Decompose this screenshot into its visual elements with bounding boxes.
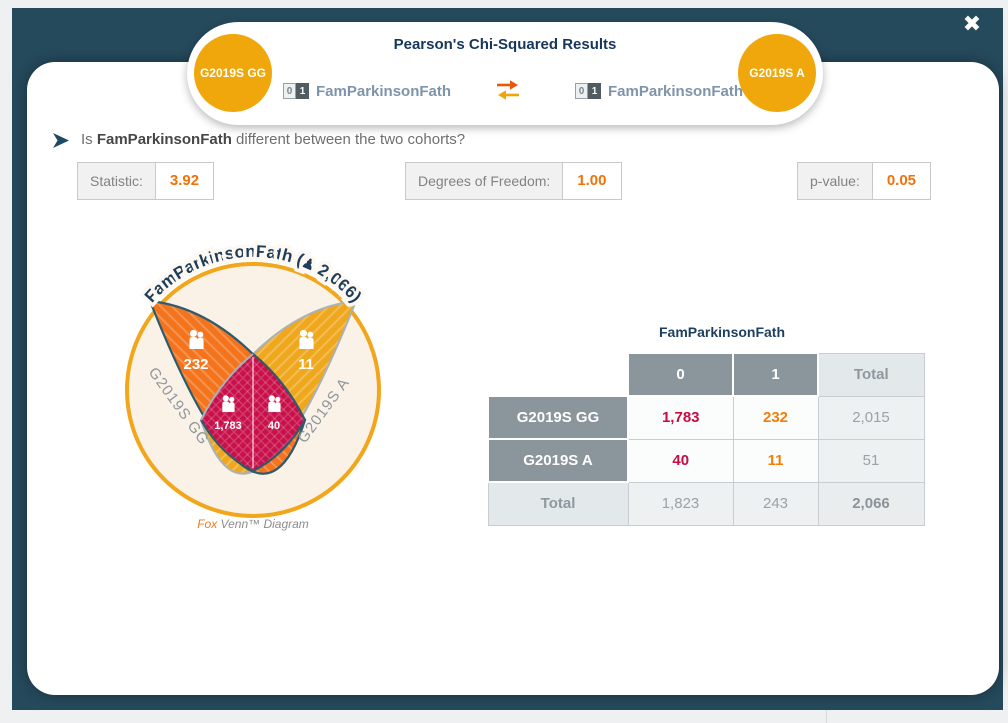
variable-chip-left: 0 1 FamParkinsonFath	[283, 80, 451, 102]
col-header-total: Total	[817, 352, 925, 397]
row-header-total: Total	[487, 481, 629, 526]
cell-a-total: 51	[817, 438, 925, 483]
contingency-table: 0 1 Total G2019S GG 1,783 232 2,015 G201…	[487, 352, 925, 526]
cell-a-1: 11	[732, 438, 819, 483]
venn-overlap-left-value: 1,783	[214, 420, 242, 432]
question-variable: FamParkinsonFath	[96, 131, 232, 148]
close-icon[interactable]: ✖	[955, 8, 989, 42]
binary-variable-icon: 0 1	[575, 83, 601, 99]
statistic-label: Statistic:	[78, 163, 156, 199]
cell-total-1: 243	[732, 481, 819, 526]
degrees-of-freedom-box: Degrees of Freedom: 1.00	[405, 162, 622, 200]
p-value-value: 0.05	[886, 172, 917, 189]
venn-overlap-outline-navy	[200, 353, 307, 473]
venn-overlap-right-value: 40	[268, 420, 280, 432]
col-header-0: 0	[627, 352, 734, 397]
row-header-a: G2019S A	[487, 438, 629, 483]
cell-gg-0: 1,783	[627, 395, 734, 440]
table-total-row: Total 1,823 243 2,066	[487, 481, 925, 526]
statistic-box: Statistic: 3.92	[77, 162, 215, 200]
p-value-box: p-value: 0.05	[797, 162, 932, 200]
people-icon	[299, 329, 314, 350]
table-row: G2019S A 40 11 51	[487, 438, 925, 483]
binary-one-box: 1	[296, 83, 309, 99]
variable-name-right: FamParkinsonFath	[608, 82, 744, 100]
cohort-badge-left: G2019S GG	[194, 34, 272, 112]
table-title: FamParkinsonFath	[658, 324, 786, 340]
row-header-gg: G2019S GG	[487, 395, 629, 440]
cell-a-0: 40	[627, 438, 734, 483]
modal-title: Pearson's Chi-Squared Results	[393, 36, 617, 53]
cell-gg-total: 2,015	[817, 395, 925, 440]
p-value-label: p-value:	[798, 163, 873, 199]
variable-chip-right: 0 1 FamParkinsonFath	[575, 80, 743, 102]
cell-total-0: 1,823	[627, 481, 734, 526]
venn-right-only-value: 11	[298, 356, 314, 373]
play-arrow-icon	[53, 133, 69, 148]
binary-one-box: 1	[588, 83, 601, 99]
question-row: Is FamParkinsonFath different between th…	[53, 131, 465, 148]
venn-caption-brand: Fox	[197, 517, 218, 531]
people-icon	[189, 329, 204, 350]
degrees-of-freedom-label: Degrees of Freedom:	[406, 163, 564, 199]
cohort-badge-right: G2019S A	[738, 34, 816, 112]
people-icon	[268, 395, 281, 412]
table-corner-cell	[488, 353, 628, 396]
statistic-value: 3.92	[169, 172, 200, 189]
binary-variable-icon: 0 1	[283, 83, 309, 99]
col-header-1: 1	[732, 352, 819, 397]
binary-zero-box: 0	[283, 83, 296, 99]
table-header-row: 0 1 Total	[488, 352, 925, 397]
cell-gg-1: 232	[732, 395, 819, 440]
table-row: G2019S GG 1,783 232 2,015	[487, 395, 925, 440]
cell-grand-total: 2,066	[817, 481, 925, 526]
binary-zero-box: 0	[575, 83, 588, 99]
question-text: Is FamParkinsonFath different between th…	[81, 131, 466, 148]
venn-left-only-value: 232	[183, 356, 208, 373]
venn-overlap-outline-gray	[200, 353, 254, 421]
page-divider-line	[826, 710, 827, 723]
swap-arrows-icon	[497, 80, 519, 100]
variable-name-left: FamParkinsonFath	[316, 82, 452, 100]
degrees-of-freedom-value: 1.00	[577, 172, 607, 189]
people-icon	[222, 395, 235, 412]
venn-caption: Fox Venn™ Diagram	[197, 517, 309, 531]
header-pill: Pearson's Chi-Squared Results G2019S GG …	[187, 22, 823, 125]
fox-venn-diagram: FamParkinsonFath (♟ 2,066) 232 11 1,783 …	[125, 238, 381, 531]
